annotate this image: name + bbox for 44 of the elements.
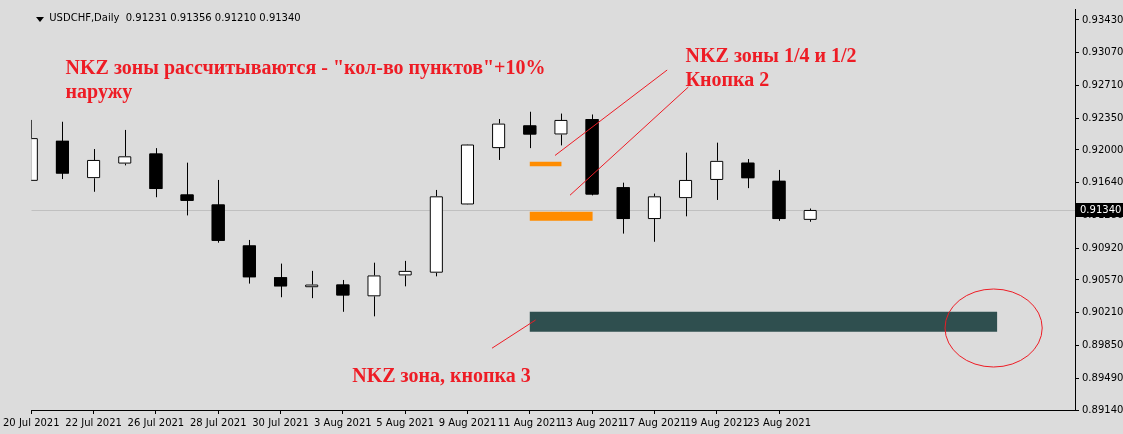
x-tick-label: 28 Jul 2021 — [189, 416, 247, 428]
x-tick-label: 20 Jul 2021 — [2, 416, 60, 428]
y-tick-label: 0.92350 — [1082, 111, 1123, 123]
y-tick-label: 0.93070 — [1082, 46, 1123, 58]
y-tick-label: 0.93430 — [1082, 13, 1123, 25]
candlestick — [398, 260, 412, 287]
x-tick-label: 22 Jul 2021 — [65, 416, 122, 428]
candlestick — [118, 129, 132, 166]
candlestick — [679, 152, 693, 217]
x-tick-label: 23 Aug 2021 — [746, 416, 812, 428]
x-tick-label: 30 Jul 2021 — [252, 416, 309, 428]
candlestick — [180, 162, 194, 216]
chart-title: USDCHF,Daily 0.91231 0.91356 0.91210 0.91340 — [49, 12, 301, 23]
x-tick-label: 9 Aug 2021 — [438, 416, 497, 428]
y-tick-label: 0.91640 — [1082, 176, 1123, 188]
annotation: NKZ зона, кнопка 3 — [352, 362, 532, 387]
annotation: NKZ зоны 1/4 и 1/2 Кнопка 2 — [685, 42, 858, 91]
x-tick-label: 17 Aug 2021 — [622, 416, 687, 428]
x-tick-label: 5 Aug 2021 — [376, 416, 435, 428]
candlestick — [554, 113, 568, 146]
y-tick-label: 0.90210 — [1082, 306, 1123, 318]
y-tick-label: 0.92710 — [1082, 78, 1123, 90]
candlestick — [523, 111, 537, 149]
candlestick — [741, 158, 755, 189]
x-tick-label: 19 Aug 2021 — [684, 416, 749, 428]
candlestick — [367, 262, 381, 317]
y-tick-label: 0.90920 — [1082, 241, 1123, 253]
y-tick-label: 0.89140 — [1082, 403, 1123, 415]
y-tick-label: 0.89850 — [1082, 339, 1123, 351]
annotation: NKZ зоны рассчитываются - "кол-во пунктов"+10% наружу — [65, 55, 547, 104]
y-tick-label: 0.89490 — [1082, 371, 1123, 383]
candlestick — [336, 279, 350, 313]
candlestick — [274, 263, 288, 298]
x-tick-label: 3 Aug 2021 — [314, 416, 372, 428]
ref-line-label: 0.91340 — [1080, 203, 1122, 215]
candlestick — [647, 193, 661, 243]
candlestick — [87, 148, 101, 193]
y-tick-label: 0.92000 — [1082, 143, 1123, 155]
candlestick — [305, 270, 319, 299]
y-tick-label: 0.90570 — [1082, 273, 1123, 285]
x-tick-label: 13 Aug 2021 — [560, 416, 625, 428]
x-tick-label: 26 Jul 2021 — [127, 416, 185, 428]
candlestick — [710, 142, 724, 201]
x-tick-label: 11 Aug 2021 — [497, 416, 562, 428]
